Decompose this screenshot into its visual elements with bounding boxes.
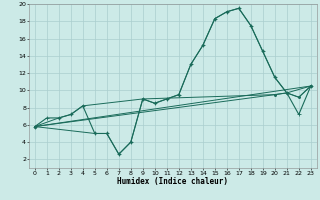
X-axis label: Humidex (Indice chaleur): Humidex (Indice chaleur) <box>117 177 228 186</box>
